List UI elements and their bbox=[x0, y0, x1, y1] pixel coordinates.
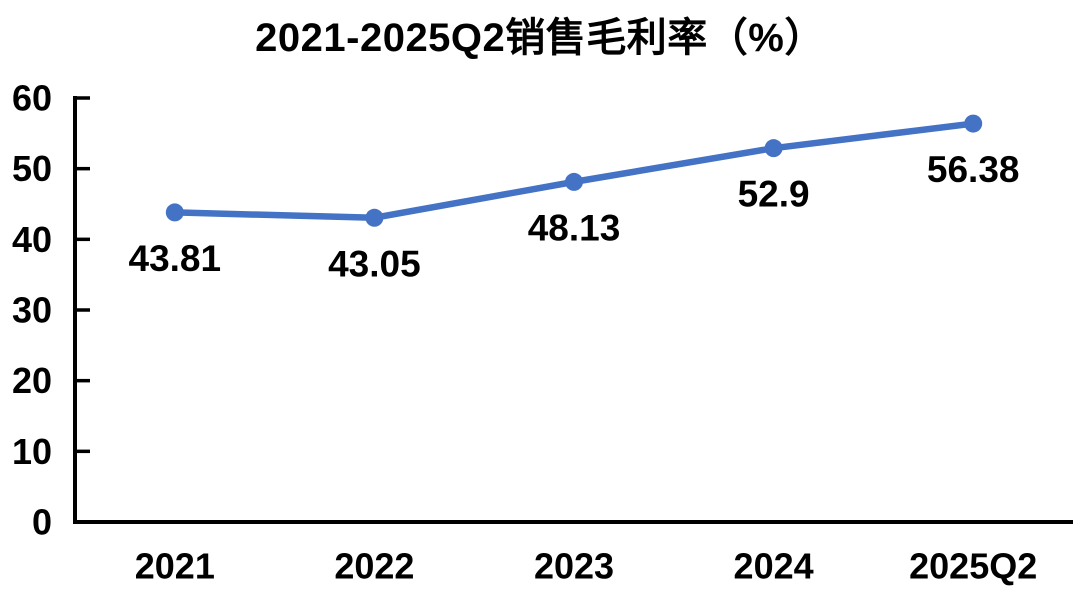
data-point-label: 43.81 bbox=[129, 238, 222, 279]
data-point-marker bbox=[165, 203, 184, 222]
data-point-label: 43.05 bbox=[328, 243, 421, 284]
data-point-label: 56.38 bbox=[927, 149, 1020, 190]
data-point-marker bbox=[365, 208, 384, 227]
x-axis-tick-label: 2022 bbox=[334, 546, 414, 587]
data-point-label: 48.13 bbox=[528, 207, 621, 248]
x-axis-tick-label: 2021 bbox=[135, 546, 215, 587]
series-line bbox=[171, 120, 977, 222]
y-axis-tick-label: 50 bbox=[12, 148, 52, 189]
y-axis-tick-label: 40 bbox=[12, 219, 52, 260]
chart-title: 2021-2025Q2销售毛利率（%） bbox=[255, 16, 825, 60]
x-axis-tick-label: 2025Q2 bbox=[909, 546, 1037, 587]
data-point-label: 52.9 bbox=[738, 174, 810, 215]
y-axis-tick-label: 20 bbox=[12, 360, 52, 401]
x-axis-tick-label: 2024 bbox=[734, 546, 814, 587]
y-axis-tick-label: 60 bbox=[12, 78, 52, 119]
y-axis-tick-label: 30 bbox=[12, 290, 52, 331]
data-point-marker bbox=[565, 172, 583, 191]
y-axis-tick-label: 10 bbox=[12, 431, 52, 472]
y-axis-tick-label: 0 bbox=[32, 502, 52, 543]
data-point-marker bbox=[964, 114, 983, 133]
data-point-marker bbox=[764, 139, 783, 158]
x-axis-tick-label: 2023 bbox=[534, 546, 614, 587]
